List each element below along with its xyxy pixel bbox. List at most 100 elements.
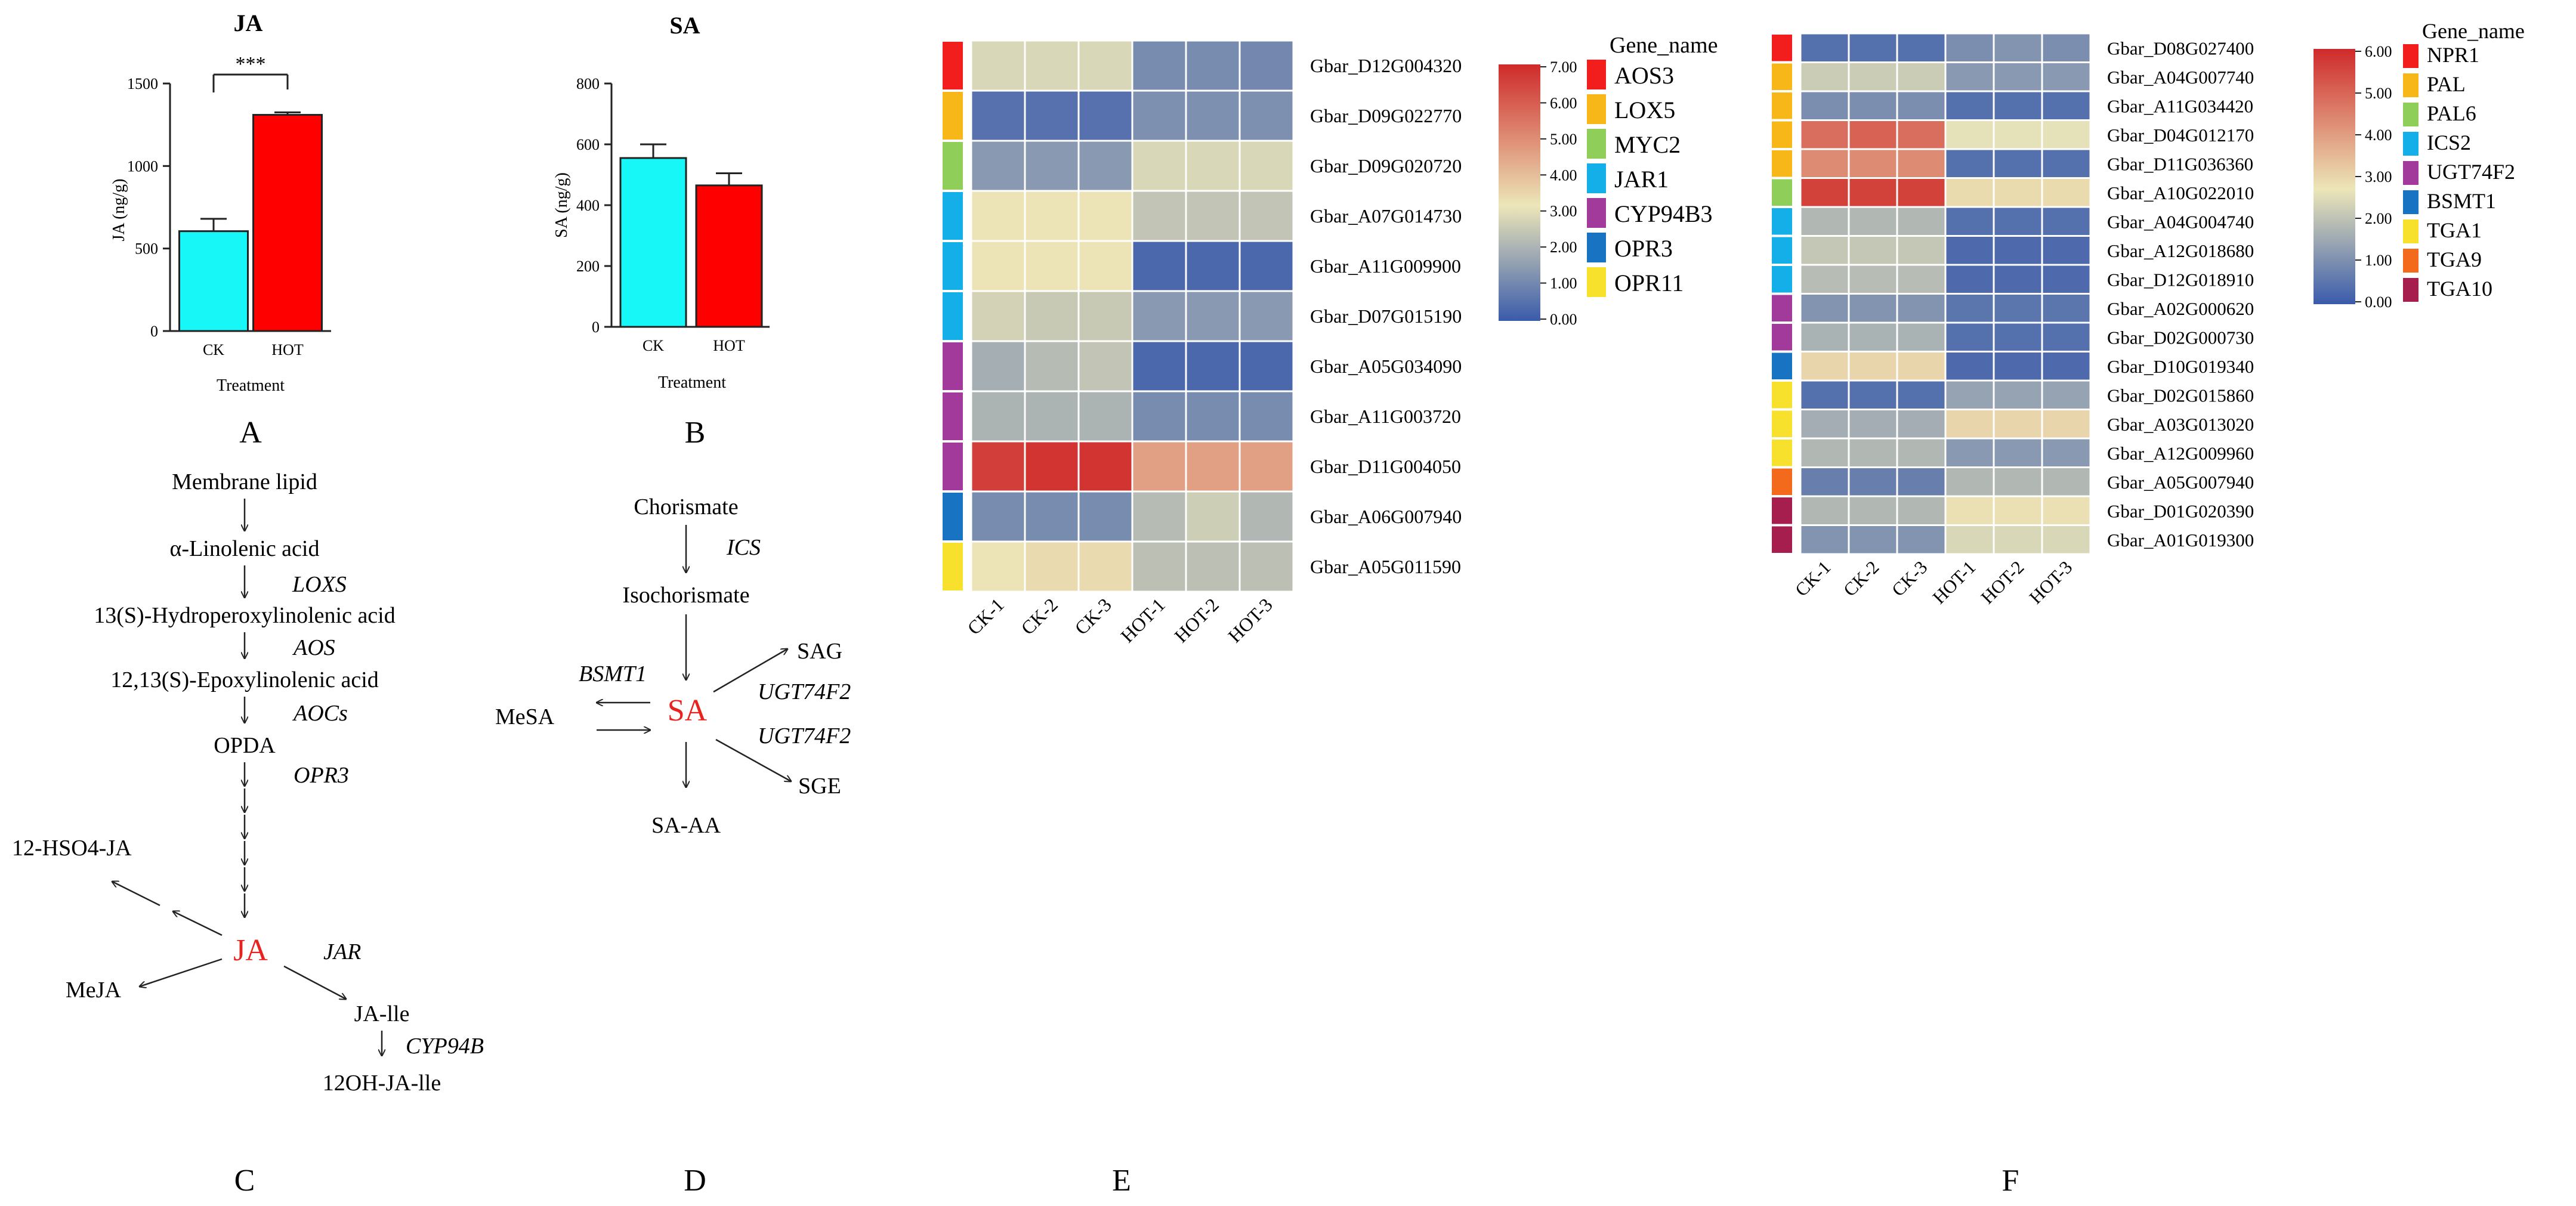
chart-a-ylabel: JA (ng/g): [110, 179, 128, 242]
heatmap-cell: [1185, 490, 1241, 543]
heatmap-cell: [2041, 61, 2092, 92]
heatmap-cell: [1848, 119, 1898, 150]
heatmap-cell: [1896, 321, 1947, 352]
legend-label-opr3: OPR3: [1614, 235, 1673, 262]
legend-label-jar1: JAR1: [1614, 166, 1669, 193]
legend-swatch-opr3: [1587, 233, 1606, 262]
heatmap-cell: [2041, 524, 2092, 555]
heatmap-cell: [970, 490, 1026, 543]
heatmap-cell: [1993, 206, 2043, 237]
group-annotation-tga1: [1772, 440, 1792, 466]
heatmap-cell: [2041, 495, 2092, 526]
colorbar-tick-label: 1.00: [2365, 252, 2392, 269]
column-label: CK-3: [1070, 593, 1116, 639]
pathway-node-sa-aa: SA-AA: [651, 813, 721, 838]
colorbar-tick-label: 0.00: [2365, 293, 2392, 311]
heatmap-cell: [1077, 39, 1133, 92]
heatmap-cell: [1238, 89, 1295, 142]
group-annotation-npr1: [1772, 35, 1792, 61]
heatmap-cell: [1238, 240, 1295, 292]
heatmap-cell: [1993, 437, 2043, 468]
group-annotation-bsmt1: [1772, 352, 1792, 379]
heatmap-cell: [1024, 540, 1080, 593]
x-tick-label: CK: [643, 337, 664, 354]
heatmap-cell: [1131, 490, 1187, 543]
heatmap-cell: [2041, 351, 2092, 382]
heatmap-f-legend-title: Gene_name: [2422, 19, 2525, 43]
chart-a-significance: ***: [212, 53, 289, 92]
legend-swatch-pal: [2403, 73, 2419, 97]
heatmap-cell: [2041, 90, 2092, 121]
heatmap-cell: [1024, 390, 1080, 443]
heatmap-cell: [1799, 148, 1850, 179]
heatmap-cell: [1238, 140, 1295, 192]
x-tick-label: CK: [203, 341, 224, 358]
heatmap-cell: [1944, 148, 1995, 179]
row-label: Gbar_A03G013020: [2107, 414, 2254, 435]
column-label: CK-1: [963, 593, 1008, 639]
heatmap-cell: [1077, 140, 1133, 192]
panel-label-f: F: [2002, 1164, 2019, 1198]
column-label: CK-1: [1791, 556, 1834, 600]
heatmap-cell: [1799, 293, 1850, 324]
group-annotation-tga10: [1772, 526, 1792, 553]
heatmap-cell: [1896, 177, 1947, 208]
heatmap-cell: [1848, 235, 1898, 266]
heatmap-cell: [970, 390, 1026, 443]
heatmap-e-legend-title: Gene_name: [1610, 33, 1718, 58]
heatmap-cell: [1944, 177, 1995, 208]
row-label: Gbar_D09G022770: [1310, 105, 1462, 126]
x-tick-label: HOT: [271, 341, 304, 358]
column-label: CK-3: [1888, 556, 1931, 600]
group-annotation-ics2: [1772, 237, 1792, 264]
row-label: Gbar_A05G007940: [2107, 472, 2254, 493]
pathway-arrow: [173, 911, 223, 936]
y-tick-label: 500: [135, 240, 158, 258]
heatmap-cell: [1944, 351, 1995, 382]
heatmap-cell: [1944, 206, 1995, 237]
heatmap-cell: [970, 340, 1026, 392]
colorbar-tick-label: 4.00: [1550, 166, 1577, 184]
bar-hot: [252, 114, 323, 332]
group-annotation-myc2: [943, 142, 963, 190]
heatmap-cell: [1799, 351, 1850, 382]
heatmap-cell: [1896, 409, 1947, 440]
chart-b-title: SA: [669, 12, 700, 39]
legend-label-tga10: TGA10: [2427, 277, 2492, 301]
heatmap-cell: [2041, 409, 2092, 440]
row-label: Gbar_A05G034090: [1310, 355, 1462, 377]
column-label: HOT-2: [1976, 556, 2028, 608]
heatmap-cell: [1131, 290, 1187, 342]
heatmap-cell: [1131, 39, 1187, 92]
heatmap-cell: [1799, 264, 1850, 295]
heatmap-cell: [1896, 61, 1947, 92]
legend-label-aos3: AOS3: [1614, 62, 1674, 89]
group-annotation-ugt74f2: [1772, 295, 1792, 321]
legend-label-ics2: ICS2: [2427, 131, 2471, 154]
colorbar-tick-label: 3.00: [2365, 168, 2392, 185]
row-label: Gbar_D02G000730: [2107, 327, 2254, 348]
pathway-node-meja: MeJA: [66, 978, 121, 1003]
y-tick-label: 600: [576, 136, 600, 153]
heatmap-cell: [1024, 190, 1080, 242]
panel-label-c: C: [234, 1164, 255, 1198]
heatmap-cell: [970, 140, 1026, 192]
y-tick-label: 400: [576, 197, 600, 214]
heatmap-cell: [1799, 61, 1850, 92]
pathway-arrow: [283, 965, 346, 999]
column-label: HOT-3: [1224, 593, 1277, 647]
row-label: Gbar_A10G022010: [2107, 183, 2254, 203]
heatmap-cell: [1077, 440, 1133, 493]
heatmap-cell: [1848, 90, 1898, 121]
colorbar-tick-label: 2.00: [2365, 210, 2392, 227]
group-annotation-cyp94b3: [943, 443, 963, 490]
colorbar-tick-label: 0.00: [1550, 311, 1577, 328]
heatmap-cell: [1024, 440, 1080, 493]
heatmap-cell: [1077, 340, 1133, 392]
heatmap-cell: [1185, 190, 1241, 242]
heatmap-cell: [1185, 540, 1241, 593]
heatmap-cell: [970, 540, 1026, 593]
legend-swatch-jar1: [1587, 163, 1606, 193]
heatmap-cell: [1848, 177, 1898, 208]
